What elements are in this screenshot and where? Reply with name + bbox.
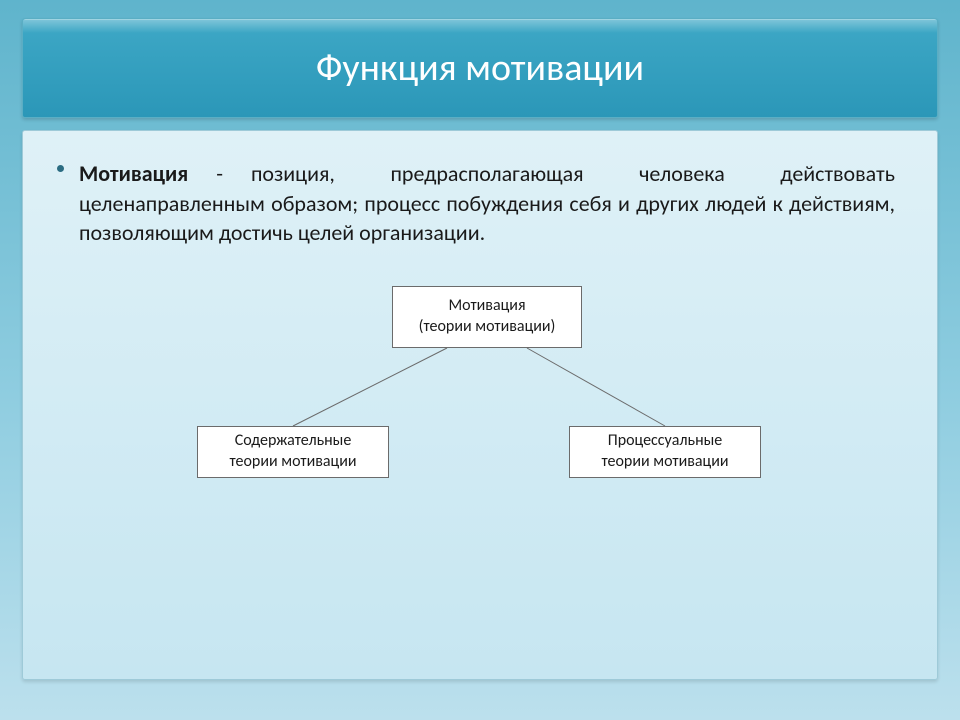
definition-block: Мотивация-позиция, предрасполагающая чел…	[79, 159, 895, 248]
definition-term: Мотивация	[79, 160, 188, 187]
definition-body: позиция, предрасполагающая человека дейс…	[79, 160, 895, 246]
node-line2: теории мотивации	[208, 452, 378, 473]
bullet-icon	[57, 165, 64, 172]
node-line1: Процессуальные	[580, 431, 750, 452]
content-panel: Мотивация-позиция, предрасполагающая чел…	[22, 130, 938, 680]
diagram-node-root: Мотивация(теории мотивации)	[392, 286, 582, 348]
slide-title: Функция мотивации	[316, 45, 644, 91]
theory-diagram: Мотивация(теории мотивации) Содержательны…	[167, 286, 807, 516]
definition-text: Мотивация-позиция, предрасполагающая чел…	[79, 159, 895, 248]
diagram-node-left: Содержательныетеории мотивации	[197, 426, 389, 478]
diagram-edge	[293, 348, 447, 426]
diagram-edge	[527, 348, 665, 426]
node-line1: Содержательные	[208, 431, 378, 452]
diagram-node-right: Процессуальныетеории мотивации	[569, 426, 761, 478]
slide: Функция мотивации Мотивация-позиция, пре…	[22, 18, 938, 698]
node-line2: (теории мотивации)	[403, 317, 571, 338]
node-line1: Мотивация	[403, 296, 571, 317]
node-line2: теории мотивации	[580, 452, 750, 473]
slide-title-bar: Функция мотивации	[22, 18, 938, 118]
